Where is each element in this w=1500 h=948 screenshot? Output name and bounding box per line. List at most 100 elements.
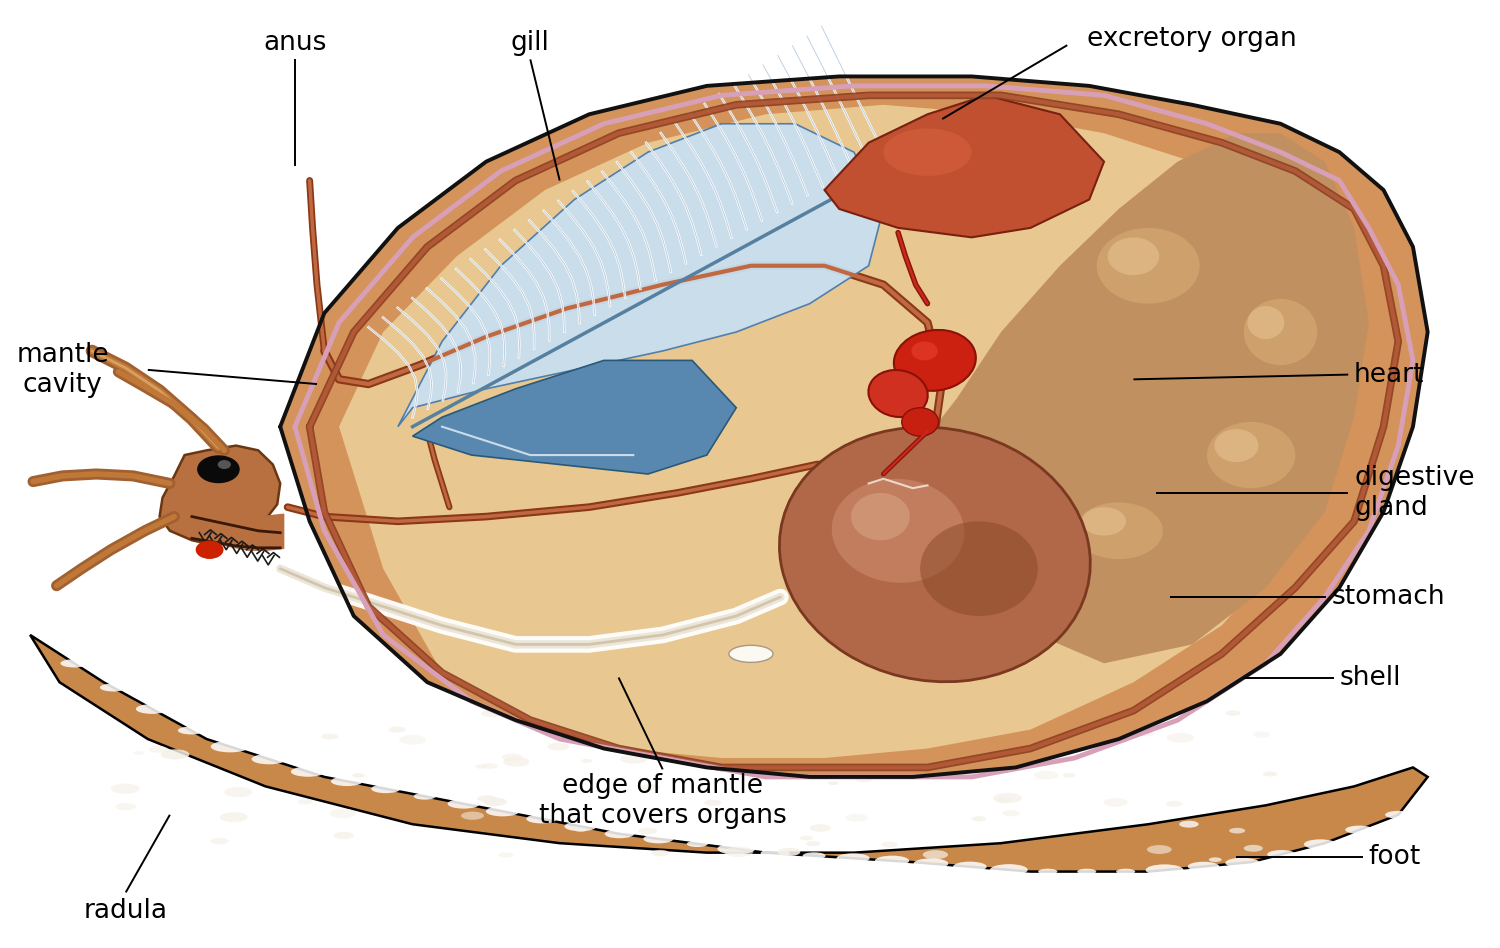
Ellipse shape [800, 835, 813, 841]
Ellipse shape [352, 774, 364, 777]
Ellipse shape [136, 704, 168, 714]
Ellipse shape [100, 684, 126, 691]
Ellipse shape [718, 844, 753, 854]
Ellipse shape [1146, 865, 1184, 876]
Text: heart: heart [1354, 361, 1425, 388]
Ellipse shape [548, 743, 568, 751]
Ellipse shape [1074, 502, 1162, 559]
Text: digestive
gland: digestive gland [1354, 465, 1474, 521]
Ellipse shape [476, 764, 488, 769]
Polygon shape [914, 134, 1370, 664]
Polygon shape [413, 360, 736, 474]
Polygon shape [30, 635, 1428, 871]
Ellipse shape [1002, 811, 1020, 816]
Ellipse shape [922, 850, 948, 859]
Ellipse shape [650, 742, 670, 750]
Ellipse shape [1266, 849, 1298, 859]
Ellipse shape [638, 828, 657, 834]
Ellipse shape [482, 763, 498, 769]
Text: excretory organ: excretory organ [1088, 26, 1298, 51]
Circle shape [196, 541, 223, 558]
Ellipse shape [148, 746, 168, 753]
Ellipse shape [220, 743, 240, 750]
Ellipse shape [498, 852, 513, 858]
Ellipse shape [1208, 422, 1296, 488]
Ellipse shape [290, 766, 326, 777]
Ellipse shape [724, 847, 753, 857]
Ellipse shape [1389, 812, 1407, 817]
Ellipse shape [806, 841, 820, 847]
Ellipse shape [934, 770, 957, 777]
Ellipse shape [692, 738, 702, 741]
Polygon shape [339, 105, 1354, 758]
Ellipse shape [1104, 798, 1128, 807]
Ellipse shape [176, 726, 206, 735]
Ellipse shape [916, 729, 928, 733]
Ellipse shape [855, 776, 871, 783]
Ellipse shape [920, 521, 1038, 616]
Ellipse shape [888, 751, 898, 755]
Ellipse shape [1077, 868, 1096, 874]
Ellipse shape [1215, 429, 1258, 463]
Ellipse shape [651, 849, 669, 856]
Ellipse shape [828, 781, 839, 785]
Ellipse shape [333, 832, 354, 839]
Ellipse shape [446, 798, 482, 809]
Ellipse shape [477, 795, 496, 802]
Ellipse shape [876, 856, 908, 866]
Ellipse shape [1244, 299, 1317, 365]
Ellipse shape [902, 408, 939, 436]
Circle shape [219, 461, 230, 468]
Ellipse shape [1082, 507, 1126, 536]
Ellipse shape [1188, 862, 1219, 871]
Ellipse shape [1038, 868, 1058, 874]
Ellipse shape [914, 858, 950, 869]
Ellipse shape [224, 787, 252, 797]
Ellipse shape [687, 841, 708, 847]
Ellipse shape [956, 863, 984, 871]
Ellipse shape [490, 808, 514, 815]
Text: stomach: stomach [1332, 584, 1446, 611]
Text: anus: anus [262, 30, 327, 56]
Ellipse shape [834, 715, 855, 722]
Ellipse shape [399, 735, 426, 744]
Ellipse shape [1179, 821, 1198, 828]
Ellipse shape [704, 800, 722, 806]
Ellipse shape [503, 754, 522, 761]
Ellipse shape [1142, 732, 1154, 737]
Text: foot: foot [1370, 845, 1420, 870]
Ellipse shape [460, 811, 484, 820]
Ellipse shape [912, 341, 938, 360]
Ellipse shape [1166, 801, 1182, 807]
Ellipse shape [1263, 772, 1276, 776]
Ellipse shape [996, 866, 1023, 874]
Text: mantle
cavity: mantle cavity [16, 342, 110, 398]
Ellipse shape [1348, 827, 1370, 833]
Ellipse shape [608, 830, 631, 837]
Ellipse shape [1034, 771, 1059, 779]
Ellipse shape [62, 660, 87, 667]
Text: radula: radula [84, 899, 168, 924]
Ellipse shape [483, 797, 507, 806]
Ellipse shape [503, 757, 530, 767]
Ellipse shape [746, 759, 759, 763]
Polygon shape [398, 124, 884, 427]
Ellipse shape [1107, 237, 1160, 275]
Ellipse shape [621, 754, 646, 764]
Ellipse shape [567, 822, 594, 830]
Ellipse shape [210, 838, 228, 845]
Ellipse shape [531, 815, 552, 822]
Ellipse shape [414, 793, 436, 800]
Ellipse shape [996, 797, 1010, 802]
Ellipse shape [1305, 840, 1336, 849]
Ellipse shape [627, 710, 642, 715]
Ellipse shape [636, 739, 654, 746]
Ellipse shape [729, 646, 772, 663]
Ellipse shape [846, 726, 874, 736]
Ellipse shape [632, 721, 660, 732]
Ellipse shape [1098, 738, 1113, 743]
Polygon shape [825, 96, 1104, 237]
Ellipse shape [134, 751, 144, 755]
Text: gill: gill [512, 30, 549, 56]
Ellipse shape [777, 848, 801, 856]
